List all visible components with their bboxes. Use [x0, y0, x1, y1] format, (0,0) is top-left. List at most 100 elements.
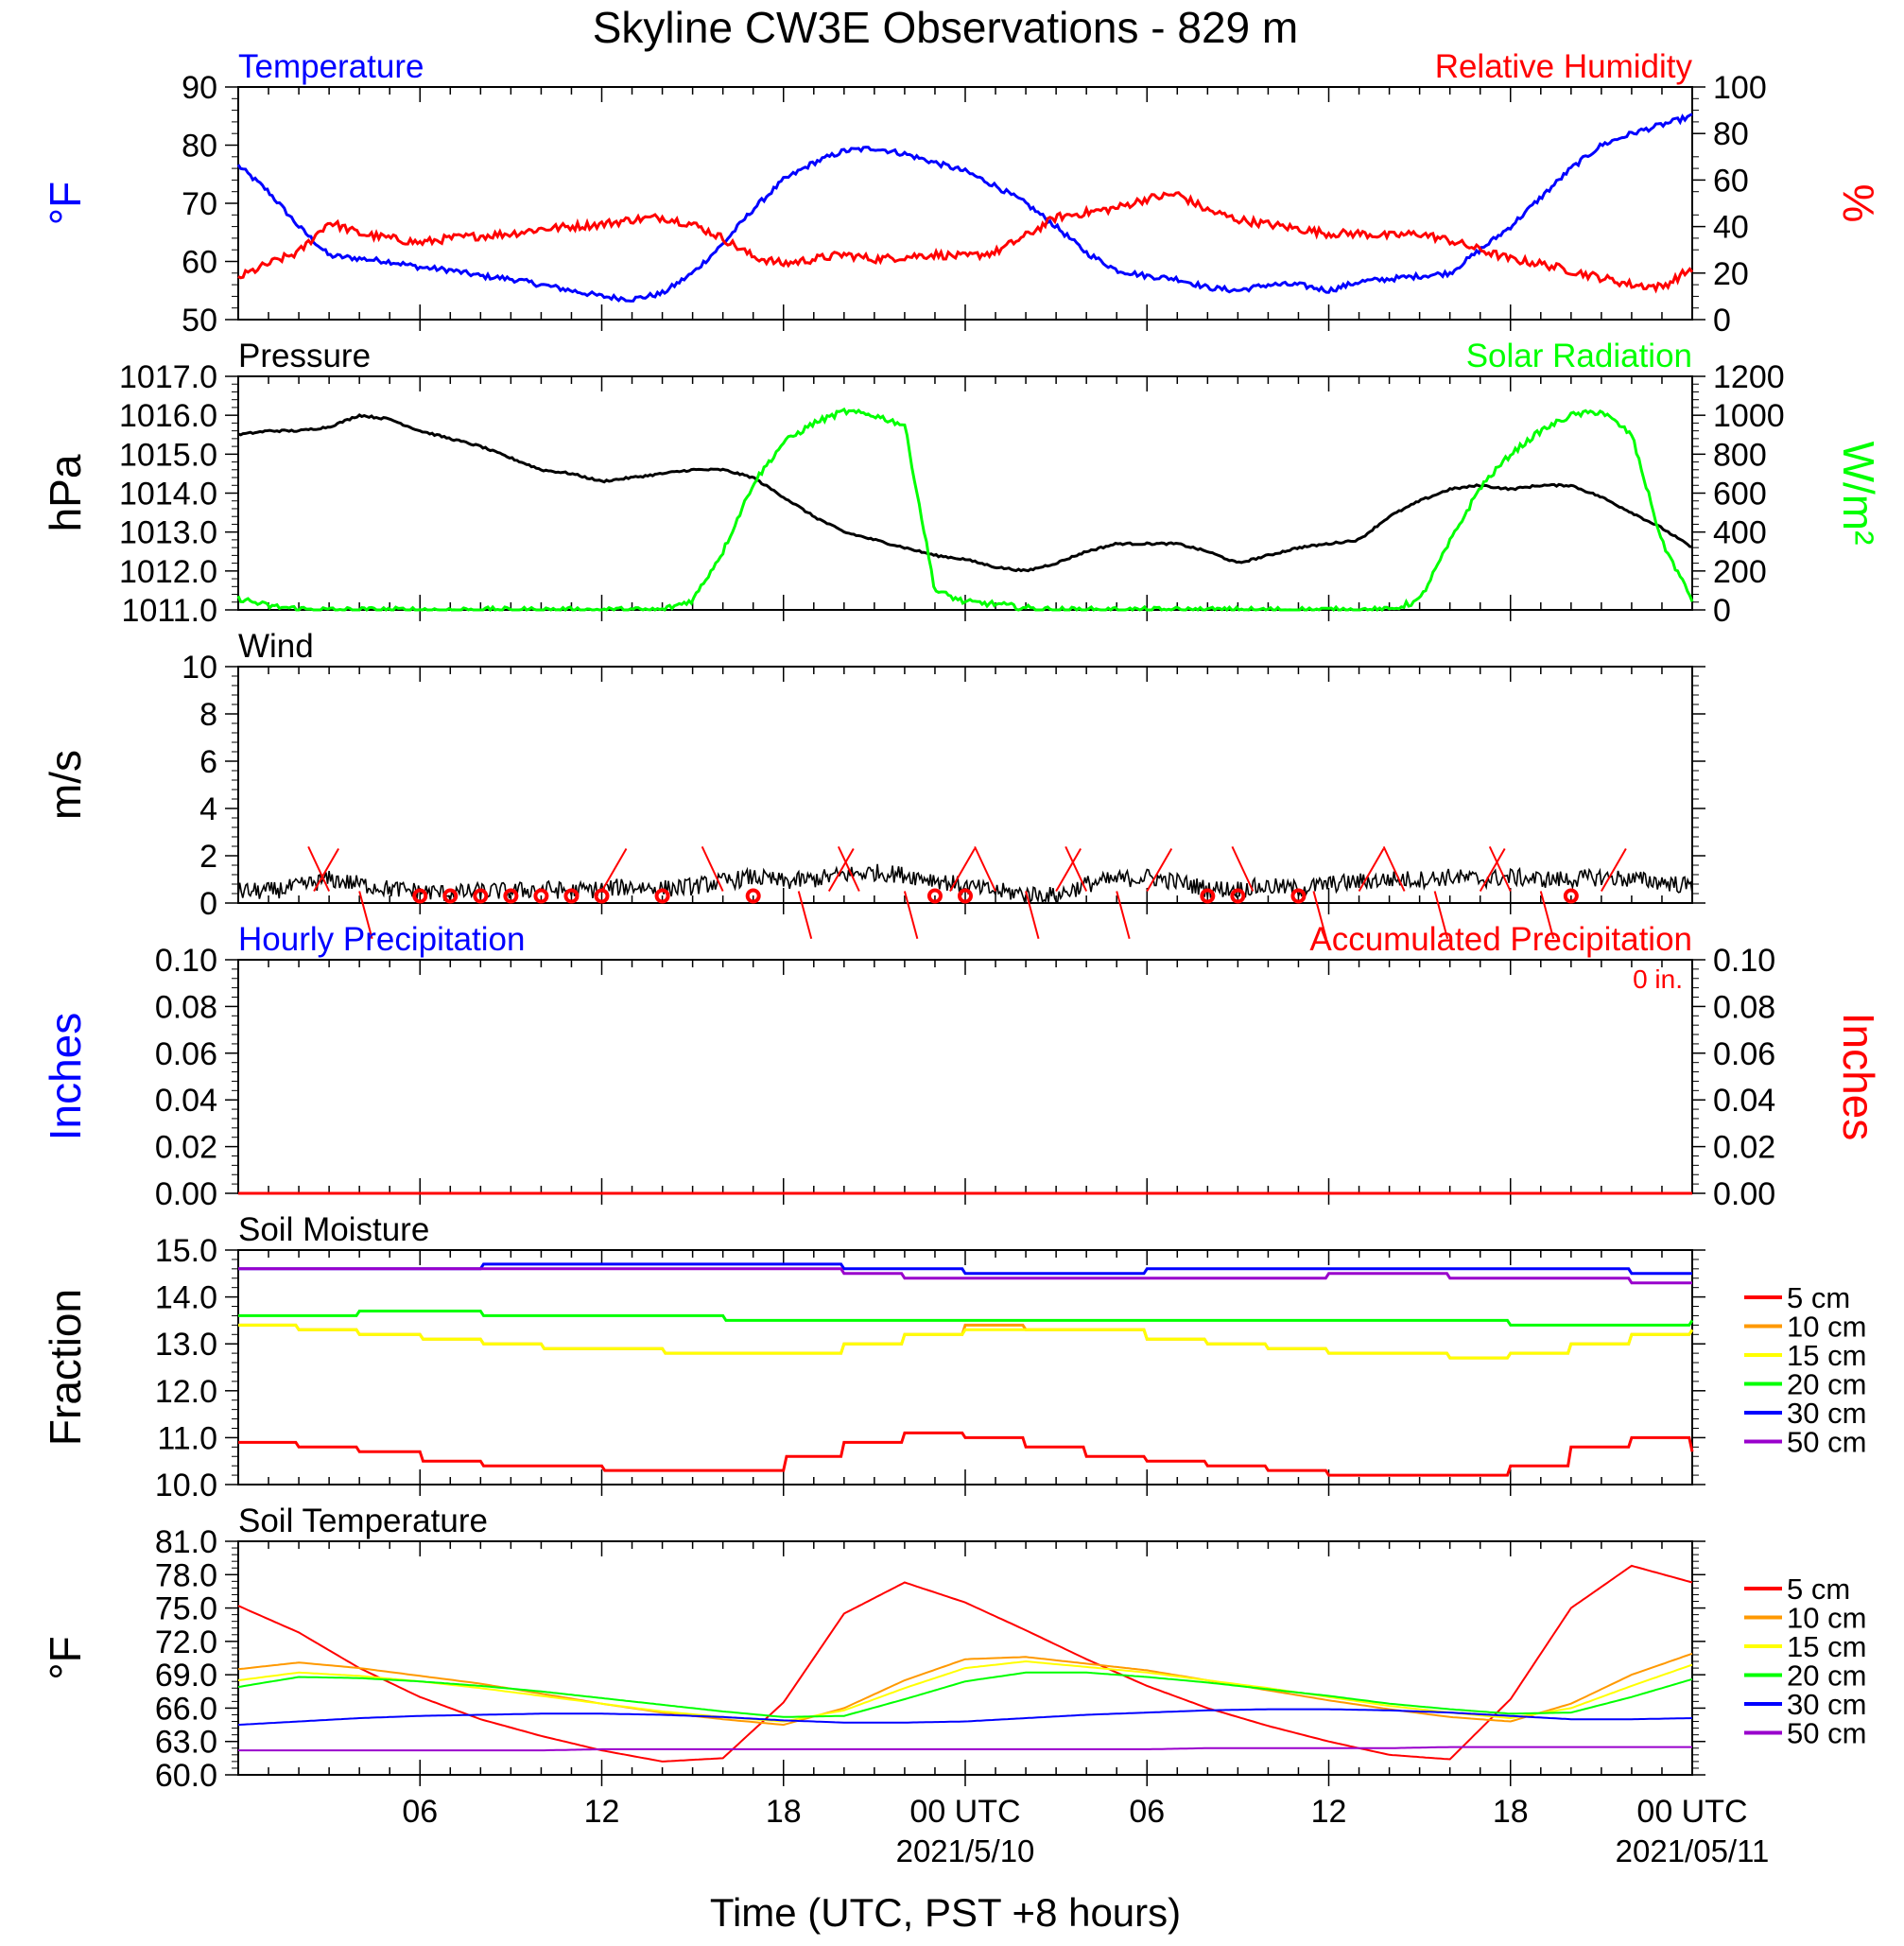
y-tick-label-right: 400	[1713, 515, 1767, 551]
series-line-relative-humidity	[237, 191, 1694, 294]
y-tick-label-right: 1000	[1713, 398, 1785, 434]
calm-wind-circle	[473, 888, 489, 904]
y-tick-label-left: 72.0	[155, 1625, 217, 1660]
series-line-wind	[237, 863, 1693, 904]
y-tick-label-right: 80	[1713, 116, 1749, 152]
y-tick-label-left: 15.0	[155, 1233, 217, 1269]
wind-barb	[1479, 847, 1506, 892]
calm-wind-circle	[1563, 888, 1579, 904]
y-tick-label-left: 14.0	[155, 1280, 217, 1316]
panel-wind: 0 2 4 6 8 10 Wind m/s	[41, 628, 1705, 939]
y-tick-label-left: 1014.0	[119, 477, 217, 513]
legend-label: 50 cm	[1787, 1426, 1866, 1459]
panel-temperature-rh: 50 60 70 80 90 0 20 40 60 80 100 Temperature Relativ…	[41, 48, 1883, 339]
x-tick-label: 12	[1311, 1794, 1347, 1830]
y-tick-label-left: 10.0	[155, 1468, 217, 1503]
y-tick-label-left: 60.0	[155, 1758, 217, 1794]
panel-title-left: Temperature	[238, 48, 424, 85]
panel-title-right: Solar Radiation	[1466, 338, 1692, 374]
calm-wind-circle	[926, 888, 943, 904]
y-tick-label-right: 0.00	[1713, 1176, 1775, 1212]
calm-wind-circle	[958, 888, 973, 904]
panel-title-left: Soil Temperature	[238, 1503, 488, 1539]
series-line-50-cm	[238, 1267, 1692, 1285]
x-date-label: 2021/05/11	[1616, 1833, 1770, 1868]
wind-barb	[1231, 845, 1255, 892]
panel-soil-moisture: 10.0 11.0 12.0 13.0 14.0 15.0 Soil Moisture Fra…	[41, 1211, 1866, 1503]
y-axis-label-right: W/m²	[1834, 442, 1883, 546]
plot-frame	[237, 959, 1693, 1194]
wind-barb	[903, 891, 919, 939]
y-tick-label-left: 4	[199, 791, 217, 827]
panel-title-right: Relative Humidity	[1435, 48, 1693, 85]
series-line-solar-radiation	[236, 407, 1694, 613]
wind-barb	[1146, 847, 1173, 892]
y-tick-label-left: 8	[199, 697, 217, 733]
y-tick-label-left: 80	[182, 129, 217, 165]
y-axis-label-left: m/s	[41, 750, 90, 820]
y-tick-label-right: 0.04	[1713, 1083, 1775, 1119]
wind-barb	[1433, 891, 1449, 939]
y-tick-label-left: 0.04	[155, 1083, 217, 1119]
y-tick-label-right: 200	[1713, 554, 1767, 590]
panel-title-right: Accumulated Precipitation	[1309, 921, 1692, 958]
y-tick-label-left: 0.08	[155, 989, 217, 1025]
wind-barb	[1312, 891, 1327, 939]
x-tick-label: 06	[402, 1794, 438, 1830]
y-tick-label-right: 0.08	[1713, 989, 1775, 1025]
y-tick-label-right: 600	[1713, 477, 1767, 513]
wind-barb	[1025, 891, 1040, 939]
y-tick-label-right: 0	[1713, 593, 1731, 629]
y-axis-label-left: hPa	[41, 454, 90, 531]
y-axis-label-left: Inches	[41, 1013, 90, 1141]
series-line-5-cm	[237, 1564, 1693, 1763]
wind-barb	[313, 847, 339, 892]
calm-wind-circle	[503, 888, 519, 904]
y-axis-label-right: %	[1834, 184, 1883, 223]
wind-barb	[1539, 891, 1555, 939]
wind-barb	[1382, 845, 1406, 892]
y-tick-label-right: 60	[1713, 163, 1749, 199]
series-line-pressure	[237, 413, 1693, 573]
y-tick-label-left: 81.0	[155, 1524, 217, 1560]
wind-barb	[837, 845, 860, 892]
y-tick-label-left: 0.06	[155, 1036, 217, 1072]
y-axis-label-left: °F	[41, 1636, 90, 1680]
legend-label: 30 cm	[1787, 1688, 1866, 1721]
calm-wind-circle	[1200, 888, 1216, 904]
x-axis-label: Time (UTC, PST +8 hours)	[710, 1890, 1181, 1935]
legend-label: 15 cm	[1787, 1339, 1866, 1372]
y-tick-label-left: 11.0	[157, 1420, 217, 1456]
x-tick-label: 06	[1129, 1794, 1165, 1830]
legend-label: 5 cm	[1787, 1281, 1850, 1314]
wind-barb	[701, 845, 724, 892]
y-tick-label-left: 1015.0	[119, 437, 217, 473]
y-tick-label-left: 13.0	[155, 1327, 217, 1363]
plot-frame	[237, 375, 1693, 611]
y-tick-label-left: 6	[199, 744, 217, 780]
y-tick-label-left: 1013.0	[119, 515, 217, 551]
y-tick-label-right: 800	[1713, 437, 1767, 473]
x-tick-label: 00 UTC	[1636, 1794, 1747, 1830]
y-tick-label-left: 2	[199, 839, 217, 875]
series-line-30-cm	[237, 1708, 1693, 1727]
x-tick-label: 18	[1493, 1794, 1529, 1830]
wind-barb	[600, 847, 628, 892]
wind-barb	[1358, 847, 1385, 892]
series-line-15-cm	[238, 1323, 1694, 1360]
y-axis-label-left: °F	[41, 182, 90, 226]
x-tick-label: 18	[766, 1794, 802, 1830]
y-tick-label-left: 50	[182, 303, 217, 339]
y-tick-label-right: 0.06	[1713, 1036, 1775, 1072]
y-tick-label-left: 0.10	[155, 943, 217, 979]
panel-soil-temperature: 60.063.066.069.072.075.078.081.0 Soil Tem…	[41, 1503, 1866, 1794]
y-axis-label-right: Inches	[1834, 1013, 1883, 1141]
figure-title: Skyline CW3E Observations - 829 m	[593, 3, 1299, 52]
y-tick-label-left: 63.0	[155, 1725, 217, 1761]
y-tick-label-left: 75.0	[155, 1591, 217, 1627]
wind-barb	[974, 845, 996, 892]
calm-wind-circle	[1230, 888, 1246, 904]
y-tick-label-left: 90	[182, 70, 217, 106]
series-line-15-cm	[237, 1659, 1693, 1723]
